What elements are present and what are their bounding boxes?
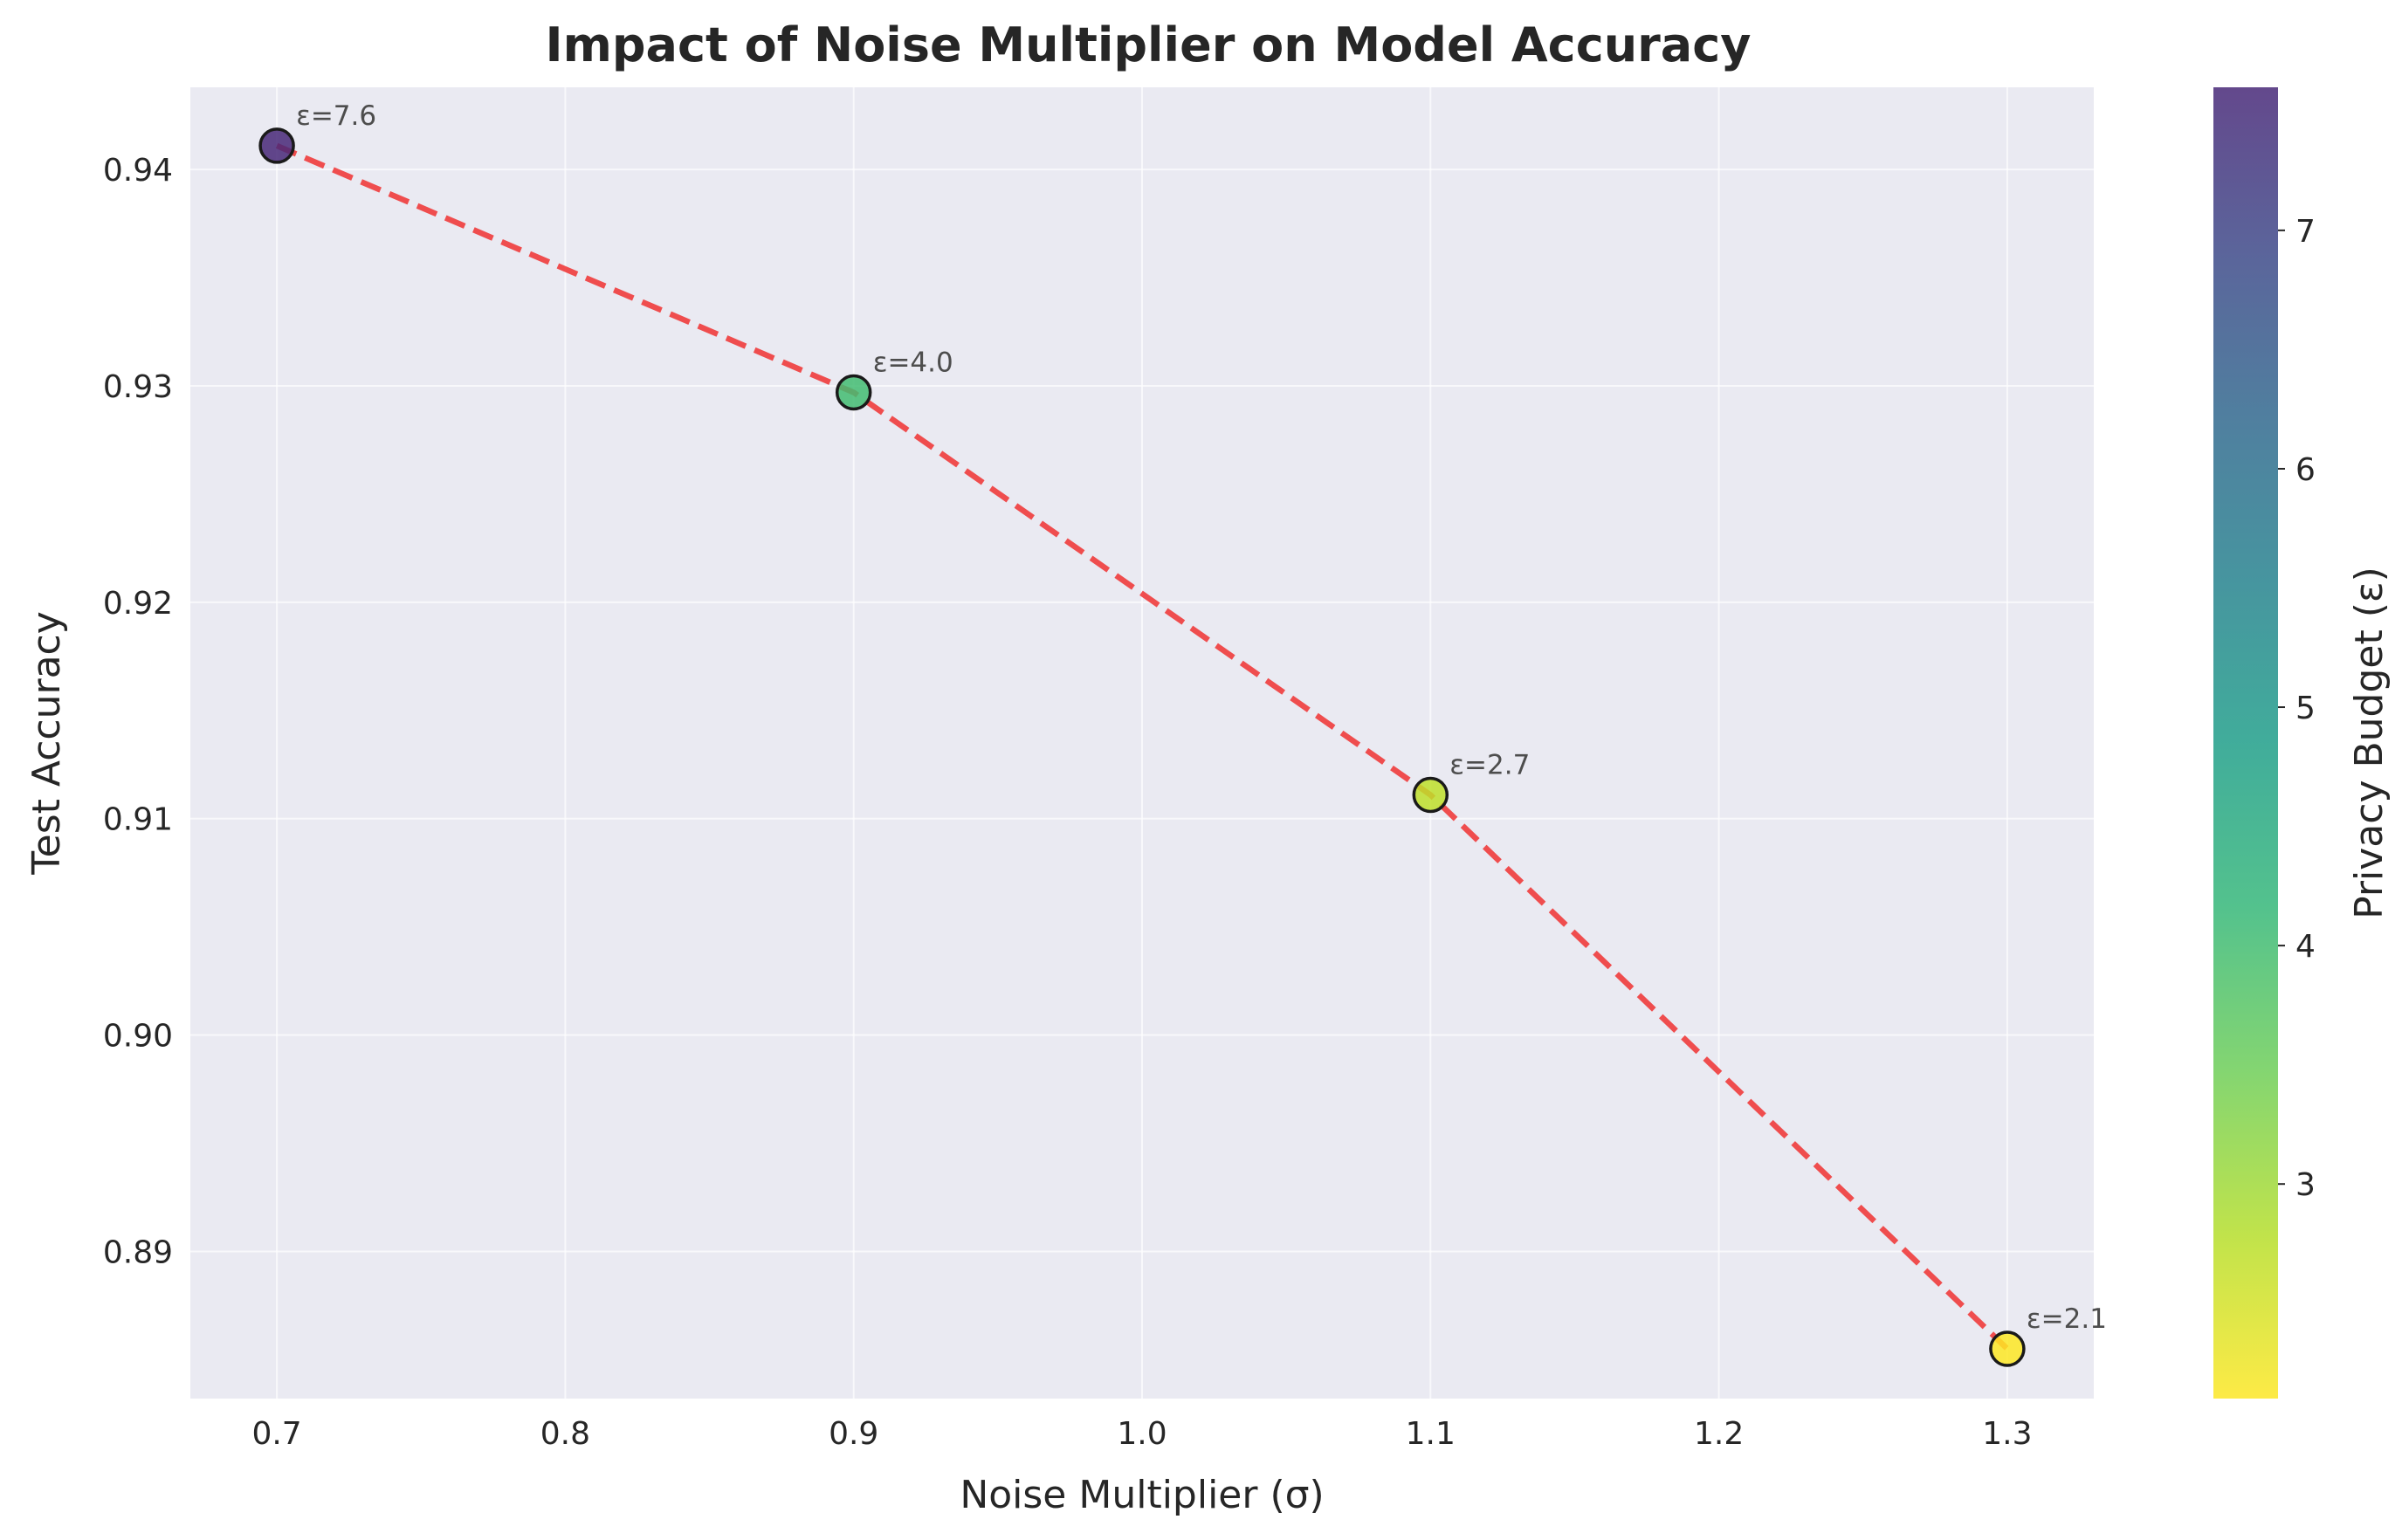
x-axis-label: Noise Multiplier (σ) [960,1473,1324,1517]
data-point [835,374,872,411]
colorbar-label: Privacy Budget (ε) [2347,567,2392,919]
y-tick-labels: 0.89 0.90 0.91 0.92 0.93 0.94 [103,153,173,1270]
trend-line [275,142,2010,1351]
point-annotation: ε=4.0 [873,347,953,378]
chart-title: Impact of Noise Multiplier on Model Accu… [546,17,1752,72]
colorbar [2213,87,2278,1399]
x-tick-label: 0.7 [251,1416,301,1452]
data-point [1412,776,1449,814]
colorbar-tick-label: 6 [2295,452,2316,488]
colorbar-tick-label: 4 [2295,929,2316,965]
colorbar-tick-labels: 3 4 5 6 7 [2278,214,2316,1203]
y-tick-label: 0.91 [103,802,173,838]
x-tick-label: 1.3 [1982,1416,2032,1452]
y-tick-label: 0.90 [103,1019,173,1055]
x-tick-label: 0.9 [829,1416,878,1452]
x-tick-label: 1.0 [1117,1416,1167,1452]
point-annotation: ε=2.1 [2027,1303,2107,1335]
colorbar-tick-label: 5 [2295,691,2316,726]
x-tick-label: 1.1 [1406,1416,1456,1452]
y-tick-label: 0.92 [103,586,173,622]
grid-lines [190,87,2094,1399]
y-tick-label: 0.89 [103,1234,173,1270]
y-tick-label: 0.93 [103,369,173,405]
y-tick-label: 0.94 [103,153,173,189]
point-annotation: ε=7.6 [296,100,376,132]
colorbar-tick-label: 7 [2295,214,2316,250]
data-point [1989,1330,2026,1367]
colorbar-tick-label: 3 [2295,1167,2316,1203]
data-point [258,127,295,164]
point-annotations: ε=7.6 ε=4.0 ε=2.7 ε=2.1 [296,100,2107,1335]
x-tick-label: 0.8 [540,1416,590,1452]
point-annotation: ε=2.7 [1449,749,1530,780]
x-tick-labels: 0.7 0.8 0.9 1.0 1.1 1.2 1.3 [251,1416,2032,1452]
x-tick-label: 1.2 [1694,1416,1744,1452]
y-axis-label: Test Accuracy [24,611,69,876]
data-points [258,127,2026,1367]
